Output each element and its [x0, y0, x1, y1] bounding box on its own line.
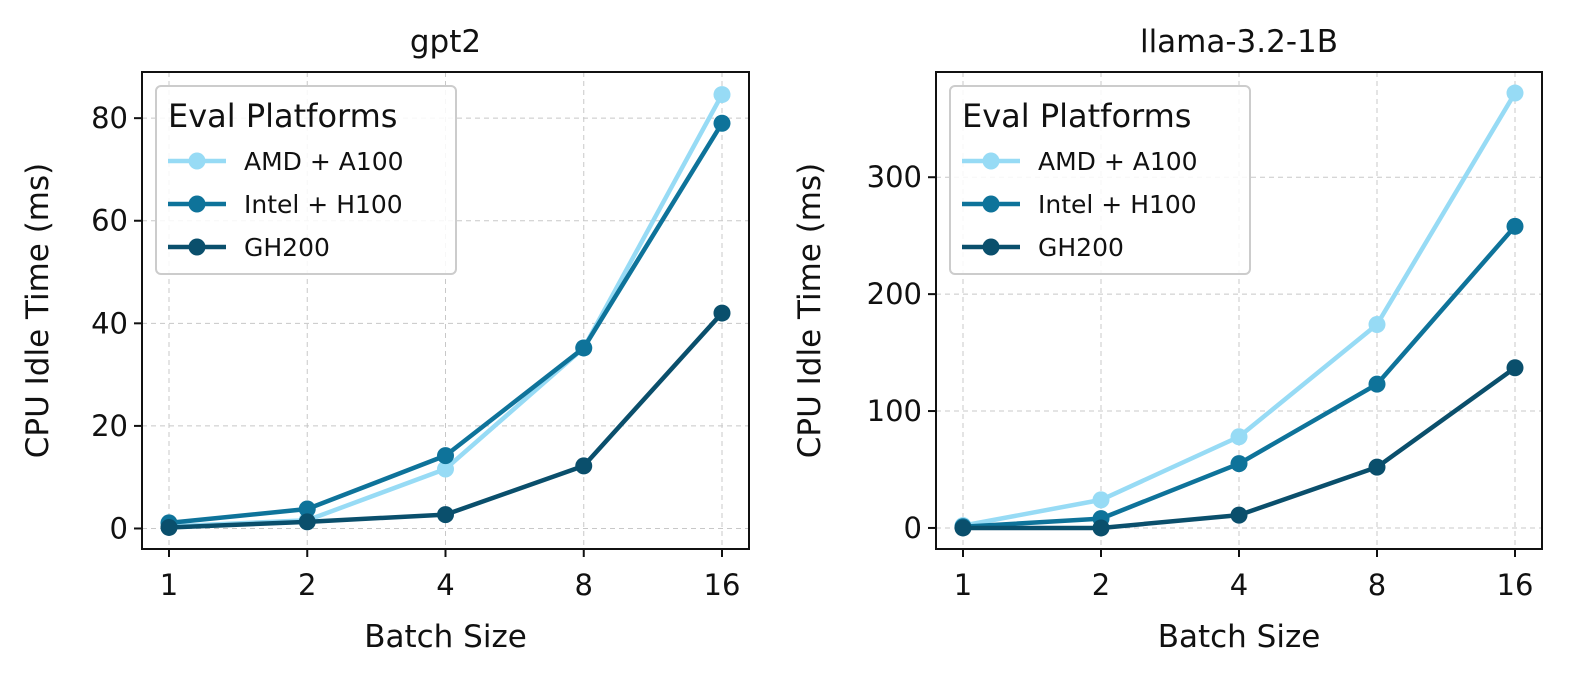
x-tick-label: 8	[575, 568, 593, 602]
legend-box	[949, 85, 1251, 275]
legend-title: Eval Platforms	[168, 97, 397, 135]
y-tick-label: 20	[91, 409, 128, 443]
y-tick-label: 60	[91, 204, 128, 238]
data-point	[1506, 84, 1524, 102]
data-point	[437, 447, 454, 465]
legend-box	[155, 85, 457, 275]
data-point	[1368, 375, 1386, 393]
chart-panel-2: 1 2 4 8 16 0 100 200 300 llama-3.2-1B Batch Size CP…	[792, 24, 1543, 655]
legend-swatch-marker	[188, 238, 206, 256]
x-tick-label: 2	[298, 568, 316, 602]
x-tick-label: 1	[954, 568, 972, 602]
x-tick-label: 16	[704, 568, 741, 602]
chart-panel-1: 1 2 4 8 16 0 20 40 60 80 gpt2 Batch Size CPU Idle Ti…	[20, 24, 750, 655]
data-point	[713, 86, 731, 104]
y-axis-label: CPU Idle Time (ms)	[792, 163, 828, 459]
legend-swatch-marker	[982, 195, 1000, 213]
data-point	[1506, 359, 1524, 377]
x-tick-label: 1	[160, 568, 178, 602]
legend-label: AMD + A100	[1038, 147, 1198, 176]
legend-label: GH200	[1038, 233, 1124, 262]
legend-swatch-marker	[982, 152, 1000, 170]
legend-title: Eval Platforms	[962, 97, 1191, 135]
data-point	[160, 518, 178, 536]
y-tick-label: 40	[91, 306, 128, 340]
y-tick-label: 80	[91, 101, 128, 135]
legend-label: Intel + H100	[1038, 190, 1197, 219]
chart-title: gpt2	[410, 24, 481, 60]
data-point	[1230, 455, 1248, 473]
legend-label: AMD + A100	[244, 147, 404, 176]
data-point	[1092, 491, 1110, 509]
y-tick-label: 300	[867, 160, 922, 194]
data-point	[298, 513, 316, 531]
data-point	[1506, 217, 1524, 235]
data-point	[298, 500, 316, 518]
legend-swatch-marker	[188, 152, 206, 170]
x-axis-label: Batch Size	[364, 619, 527, 655]
y-tick-label: 200	[867, 277, 922, 311]
data-point	[713, 114, 731, 132]
y-tick-label: 0	[110, 511, 128, 545]
data-point	[954, 519, 972, 537]
legend: Eval Platforms AMD + A100 Intel + H100 GH20…	[949, 85, 1251, 275]
y-tick-label: 0	[904, 511, 922, 545]
x-tick-label: 16	[1497, 568, 1534, 602]
legend: Eval Platforms AMD + A100 Intel + H100 GH20…	[155, 85, 457, 275]
data-point	[437, 506, 454, 524]
x-tick-label: 4	[1230, 568, 1248, 602]
chart-title: llama-3.2-1B	[1140, 24, 1338, 60]
y-tick-label: 100	[867, 394, 922, 428]
x-axis-label: Batch Size	[1158, 619, 1321, 655]
data-point	[575, 339, 593, 357]
x-tick-label: 2	[1092, 568, 1110, 602]
y-axis-label: CPU Idle Time (ms)	[20, 163, 56, 459]
x-tick-label: 8	[1368, 568, 1386, 602]
data-point	[1368, 316, 1386, 334]
data-point	[713, 304, 731, 322]
legend-label: GH200	[244, 233, 330, 262]
data-point	[437, 460, 454, 478]
legend-swatch-marker	[188, 195, 206, 213]
data-point	[1230, 506, 1248, 524]
data-point	[575, 457, 593, 475]
data-point	[1092, 519, 1110, 537]
x-tick-label: 4	[436, 568, 454, 602]
legend-swatch-marker	[982, 238, 1000, 256]
data-point	[1368, 458, 1386, 476]
legend-label: Intel + H100	[244, 190, 403, 219]
data-point	[1230, 428, 1248, 446]
